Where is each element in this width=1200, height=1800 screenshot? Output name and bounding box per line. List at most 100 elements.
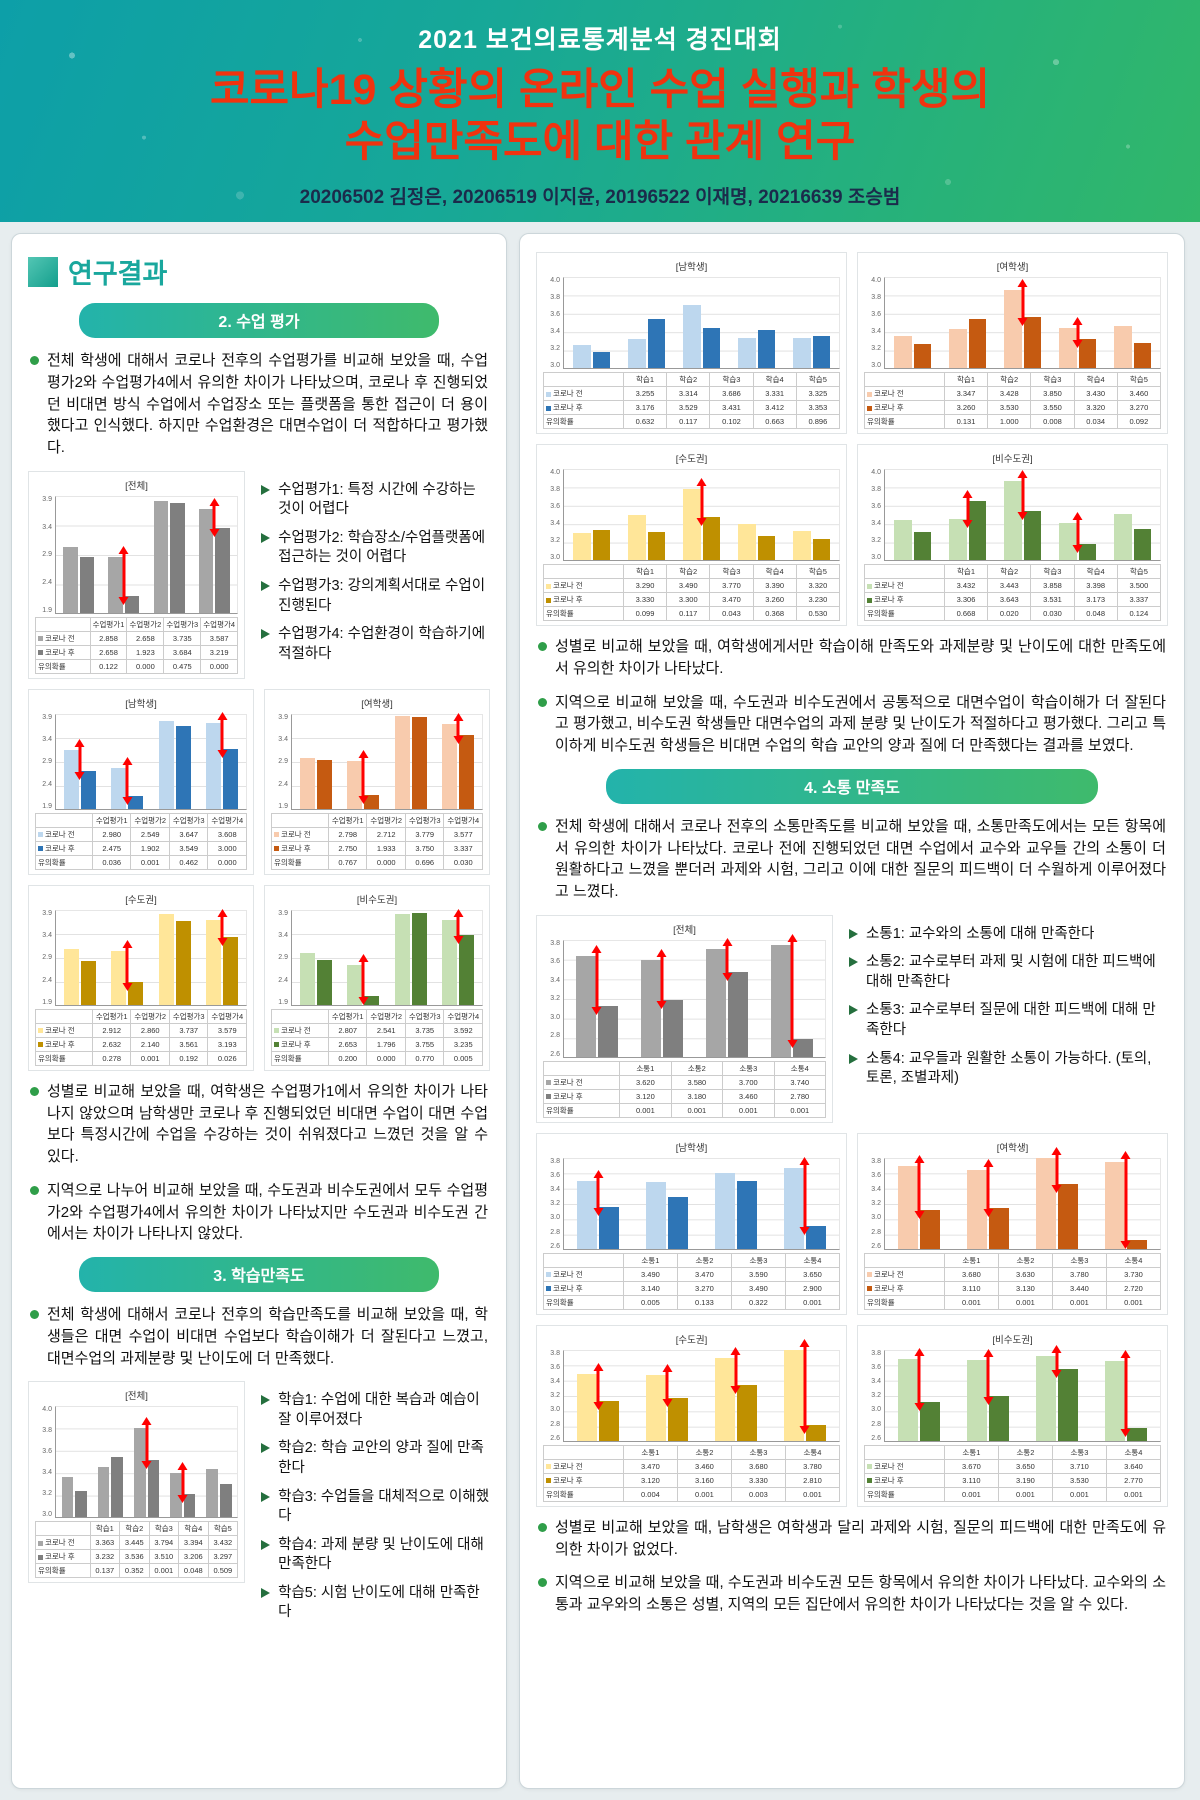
series-row: 코로나 후 2.658 1.923 3.684 3.219 [35,644,239,660]
bar [572,344,591,368]
value-cell: 3.176 [622,400,668,415]
bar [989,1395,1010,1441]
table-header-row: 학습1 학습2 학습3 학습4 학습5 [864,372,1162,387]
bar [206,1468,218,1518]
chart-value-table: 소통1 소통2 소통3 소통4 코로나 전 3.490 3.470 3.590 3.650 코로나… [543,1252,841,1310]
legend-item: 수업평가1: 특정 시간에 수강하는 것이 어렵다 [261,481,490,520]
pvalue-cell: 0.005 [443,1050,483,1066]
significance-arrow-icon [1124,1158,1128,1242]
value-cell: 1.902 [130,840,170,856]
category-label: 학습1 [943,372,989,387]
y-tick-label: 3.6 [550,1363,560,1371]
legend-swatch-icon [867,1464,872,1470]
table-header-row: 수업평가1 수업평가2 수업평가3 수업평가4 [35,616,239,632]
category-label: 학습5 [1116,372,1162,387]
pvalue-row-label: 유의확률 [271,1050,329,1066]
series-row: 코로나 전 3.620 3.580 3.700 3.740 [542,1074,827,1090]
value-cell: 3.353 [795,400,841,415]
legend-swatch-icon [867,1272,872,1278]
chart-value-table: 소통1 소통2 소통3 소통4 코로나 전 3.620 3.580 3.700 3.740 코로나… [542,1060,827,1118]
chart-comm-capital: [수도권] 3.8 3.6 3.4 3.2 3.0 2.8 2.6 소통1 소통2 소통3 소통4 코로… [536,1324,847,1507]
legend-item: 소통2: 교수로부터 과제 및 시험에 대한 피드백에 대해 만족한다 [849,953,1168,992]
bar [805,1225,826,1249]
category-label: 학습1 [622,564,668,579]
bar-group [56,497,101,613]
value-cell: 3.590 [730,1266,786,1282]
value-cell: 3.579 [207,1022,247,1038]
y-tick-label: 3.4 [42,932,52,939]
legend-swatch-icon [867,405,872,411]
pvalue-cell: 1.000 [987,414,1032,429]
category-label: 수업평가4 [207,812,247,828]
bar-group [629,941,694,1057]
y-axis: 3.8 3.6 3.4 3.2 3.0 2.8 2.6 [543,940,563,1058]
y-tick-label: 3.8 [871,486,881,493]
eval-finding-2-text: 지역으로 나누어 비교해 보았을 때, 수도권과 비수도권에서 모두 수업평가2… [47,1181,488,1243]
series-row: 코로나 후 3.120 3.180 3.460 2.780 [542,1088,827,1104]
series-label: 코로나 전 [864,1266,945,1282]
legend-swatch-icon [38,1554,43,1560]
value-cell: 2.770 [1105,1472,1162,1488]
value-cell: 3.445 [119,1535,150,1551]
table-header-row: 소통1 소통2 소통3 소통4 [542,1060,827,1076]
bar-group [674,278,729,368]
bar [812,538,831,560]
y-tick-label: 2.4 [42,780,52,788]
pvalue-cell: 0.475 [163,658,202,674]
chart-title: [여학생] [996,262,1029,273]
eval-region-row: [수도권] 3.9 3.4 2.9 2.4 1.9 수업평가1 수업평가2 수업평가3 수업평가4… [28,884,490,1071]
legend-item-text: 수업평가3: 강의계획서대로 수업이 진행된다 [278,578,486,614]
series-label: 코로나 전 [35,1535,91,1551]
pvalue-cell: 0.001 [1105,1294,1162,1310]
empty-cell [35,1008,93,1024]
bar [771,944,792,1057]
y-axis: 3.9 3.4 2.9 2.4 1.9 [271,910,291,1006]
value-cell: 2.475 [91,840,132,856]
plot [55,713,247,810]
bar [736,1384,757,1441]
table-header-row: 학습1 학습2 학습3 학습4 학습5 [543,372,841,387]
value-cell: 3.850 [1030,386,1075,401]
bar [967,1360,988,1441]
value-cell: 2.780 [773,1088,827,1104]
pvalue-cell: 0.117 [666,414,711,429]
pvalue-cell: 0.048 [1073,606,1118,621]
value-cell: 3.470 [622,1458,678,1474]
value-cell: 3.398 [1073,578,1118,593]
value-cell: 2.632 [91,1036,132,1052]
bar-group [564,470,619,560]
pvalue-cell: 0.001 [148,1563,180,1579]
section-square-icon [28,256,58,287]
chart-value-table: 학습1 학습2 학습3 학습4 학습5 코로나 전 3.347 3.428 3.850 3.430… [864,372,1162,429]
pvalue-cell: 0.004 [622,1486,678,1502]
pvalue-row: 유의확률 0.001 0.001 0.001 0.001 [542,1102,827,1118]
series-row: 코로나 후 2.653 1.796 3.755 3.235 [271,1036,483,1052]
bar [948,519,967,560]
bar [640,960,661,1057]
results-title: 연구결과 [68,259,168,289]
value-cell: 3.325 [795,386,841,401]
category-label: 수업평가2 [366,812,406,828]
pvalue-cell: 0.092 [1116,414,1162,429]
category-label: 수업평가1 [89,616,128,632]
category-label: 수업평가1 [327,1008,368,1024]
bar-group [340,715,388,809]
y-axis: 4.0 3.8 3.6 3.4 3.2 3.0 [543,277,563,369]
series-label: 코로나 전 [543,578,624,593]
pvalue-cell: 0.102 [709,414,754,429]
eval-finding-2: 지역으로 나누어 비교해 보았을 때, 수도권과 비수도권에서 모두 수업평가2… [30,1180,488,1245]
value-cell: 3.470 [709,592,754,607]
category-label: 소통3 [1051,1252,1107,1268]
category-label: 수업평가4 [200,616,239,632]
pvalue-cell: 0.001 [670,1102,724,1118]
significance-arrow-icon [803,1164,807,1228]
y-tick-label: 3.6 [871,1363,881,1371]
series-label: 코로나 후 [271,840,329,856]
value-cell: 3.337 [443,840,483,856]
bar-group [1091,1351,1160,1441]
y-tick-label: 2.9 [278,758,288,766]
pvalue-row: 유의확률 0.005 0.133 0.322 0.001 [543,1294,841,1310]
y-tick-label: 3.0 [871,362,881,369]
series-row: 코로나 후 3.110 3.190 3.530 2.770 [864,1472,1162,1488]
category-label: 수업평가3 [163,616,202,632]
